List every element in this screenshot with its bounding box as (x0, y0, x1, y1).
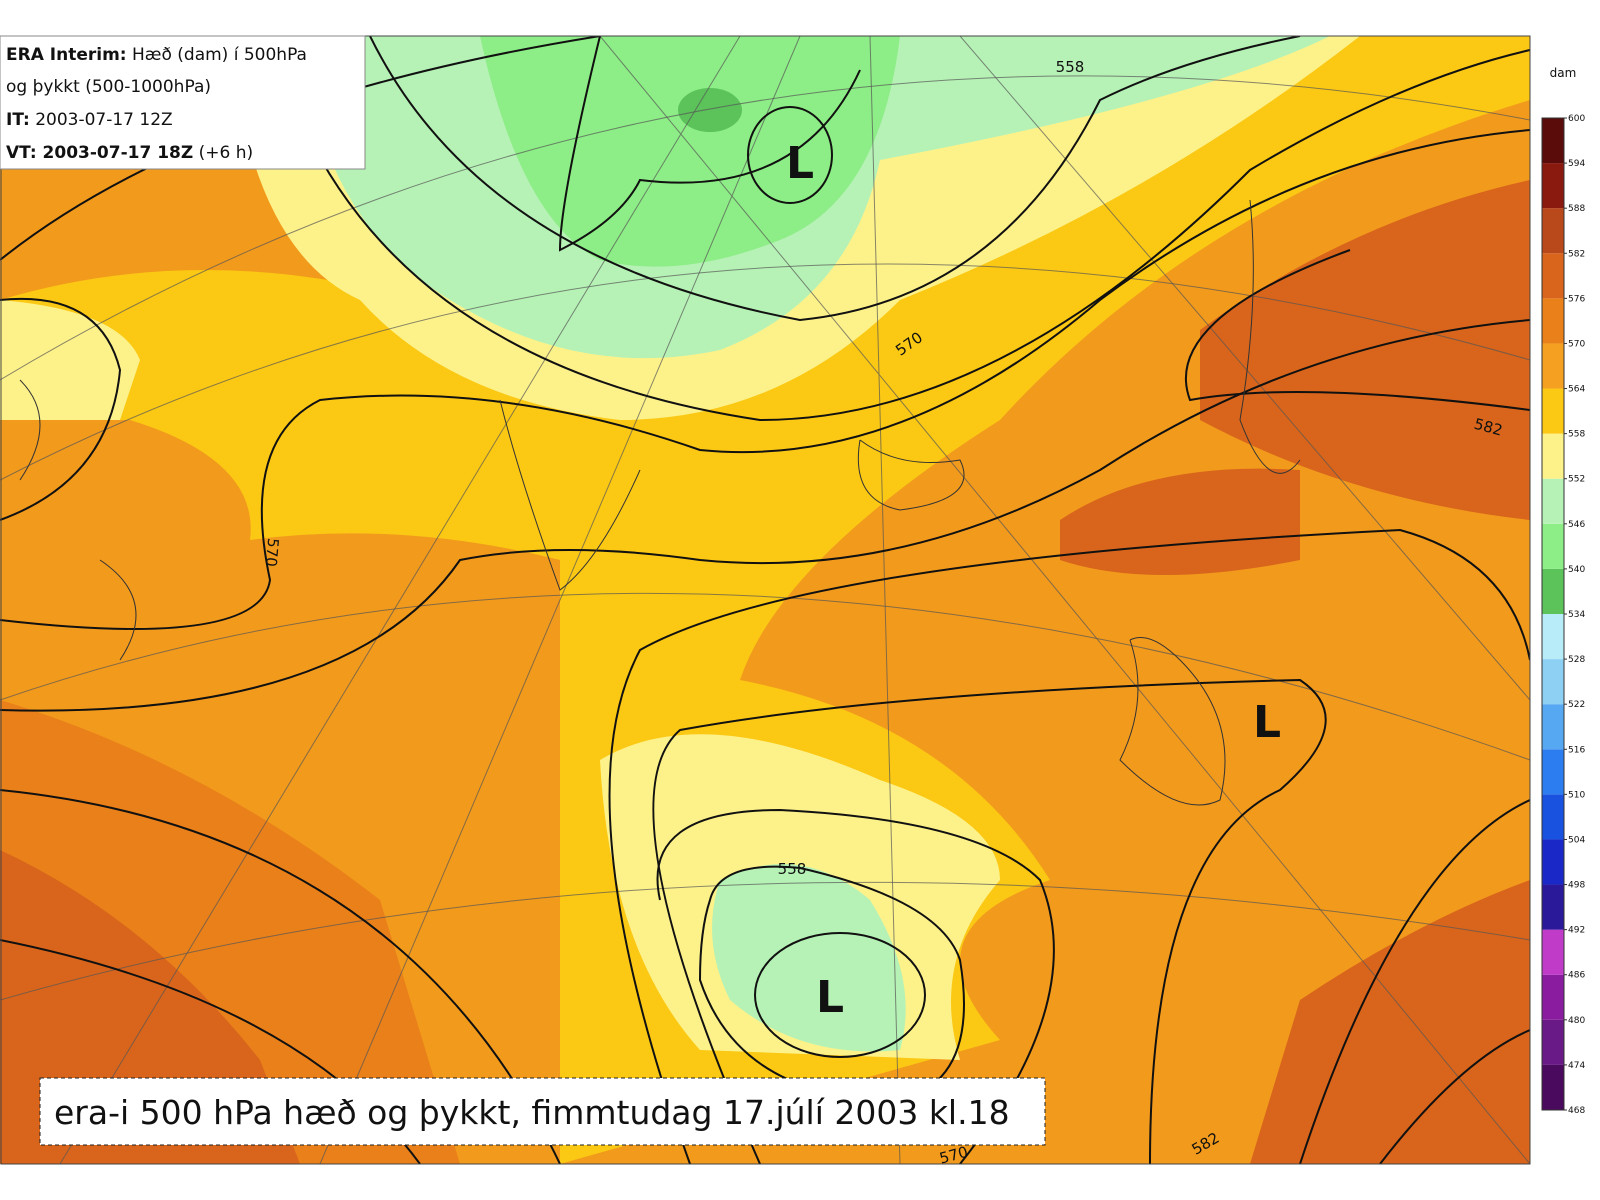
colorbar-tick-label: 492 (1568, 926, 1585, 936)
caption-box (39, 1077, 1046, 1146)
contour (652, 678, 1327, 1164)
cold-region (712, 864, 906, 1052)
contour-label: 570 (938, 1143, 970, 1168)
header-bold: 2003-07-17 18Z (37, 143, 194, 163)
colorbar-band (1542, 298, 1564, 344)
colorbar-tick-label: 510 (1568, 790, 1585, 800)
colorbar-tick-label: 528 (1568, 655, 1585, 665)
colorbar-tick-label: 522 (1568, 700, 1585, 710)
contour (747, 106, 833, 204)
colorbar-band (1542, 929, 1564, 975)
contour (656, 808, 1055, 1164)
map: 558 570 582 570 558 582 570 L L L (0, 36, 1530, 1168)
cold-region (480, 36, 900, 267)
low-marker: L (786, 138, 814, 189)
colorbar-tick-label: 600 (1568, 114, 1585, 124)
colorbar-band (1542, 839, 1564, 885)
colorbar-tick-label: 552 (1568, 475, 1585, 485)
header-bold: VT: (6, 143, 37, 163)
colorbar-band (1542, 884, 1564, 930)
colorbar-tick-label: 564 (1568, 385, 1585, 395)
contour (369, 36, 1301, 322)
header-box (0, 35, 366, 170)
warm-region (1250, 880, 1530, 1164)
colorbar-tick-label: 498 (1568, 881, 1585, 891)
header-line: IT: 2003-07-17 12Z (6, 110, 173, 130)
colorbar-tick-label: 558 (1568, 430, 1585, 440)
contour (1299, 799, 1530, 1164)
colorbar-band (1542, 433, 1564, 479)
low-marker: L (816, 972, 844, 1023)
colorbar-tick-label: 576 (1568, 294, 1585, 304)
header-line: ERA Interim: Hæð (dam) í 500hPa (6, 45, 307, 65)
header-bold: IT: (6, 110, 30, 130)
colorbar-tick-label: 480 (1568, 1016, 1585, 1026)
colorbar-tick-label: 516 (1568, 745, 1585, 755)
colorbar-band (1542, 749, 1564, 795)
contour (0, 297, 122, 521)
contour (0, 129, 1530, 630)
colorbar-tick-label: 534 (1568, 610, 1585, 620)
coastline (19, 199, 1301, 806)
colorbar-band (1542, 208, 1564, 254)
colorbar-band (1542, 163, 1564, 209)
colorbar-band (1542, 614, 1564, 660)
header-text: (+6 h) (193, 143, 253, 163)
contour (269, 36, 1530, 422)
map-frame (0, 35, 1531, 1165)
header-bold: ERA Interim: (6, 45, 127, 65)
colorbar-band (1542, 253, 1564, 299)
colorbar-tick-label: 486 (1568, 971, 1585, 981)
header-text: 2003-07-17 12Z (30, 110, 173, 130)
contour (0, 319, 1530, 712)
colorbar-tick-label: 594 (1568, 159, 1585, 169)
caption: era-i 500 hPa hæð og þykkt, fimmtudag 17… (54, 1093, 1010, 1132)
colorbar-band (1542, 343, 1564, 389)
colorbar-band (1542, 974, 1564, 1020)
graticule (59, 36, 1530, 1164)
contour-label: 558 (1056, 58, 1085, 76)
graticule (0, 75, 1530, 1001)
colorbar: 468 474 480 486 492 498 504 510 516 522 528 534 540 5… (1541, 114, 1585, 1116)
colorbar-band (1542, 478, 1564, 524)
colorbar-tick-label: 474 (1568, 1061, 1585, 1071)
colorbar-band (1542, 704, 1564, 750)
colorbar-band (1542, 388, 1564, 434)
colorbar-tick-label: 540 (1568, 565, 1585, 575)
header-line: og þykkt (500-1000hPa) (6, 77, 211, 97)
colorbar-band (1542, 659, 1564, 705)
colorbar-band (1542, 568, 1564, 614)
colorbar-band (1542, 794, 1564, 840)
colorbar-band (1542, 1019, 1564, 1065)
colorbar-tick-label: 588 (1568, 204, 1585, 214)
contour (1184, 249, 1530, 411)
colorbar-band (1542, 118, 1564, 164)
header-text: Hæð (dam) í 500hPa (127, 45, 307, 65)
cold-core (678, 88, 742, 132)
cool-region (0, 300, 140, 420)
colorbar-tick-label: 570 (1568, 339, 1585, 349)
contour (754, 932, 926, 1058)
low-marker: L (1253, 697, 1281, 748)
colorbar-tick-label: 468 (1568, 1106, 1585, 1116)
colorbar-band (1542, 523, 1564, 569)
contour (0, 528, 1530, 1164)
contour-label: 558 (778, 860, 807, 878)
colorbar-tick-label: 546 (1568, 520, 1585, 530)
contour (698, 865, 965, 1102)
colorbar-tick-label: 504 (1568, 835, 1585, 845)
contour-label: 570 (262, 537, 282, 567)
colorbar-band (1542, 1064, 1564, 1110)
colorbar-tick-label: 582 (1568, 249, 1585, 259)
warm-region (1060, 468, 1300, 575)
colorbar-unit: dam (1550, 66, 1577, 80)
header-line: VT: 2003-07-17 18Z (+6 h) (6, 143, 253, 163)
